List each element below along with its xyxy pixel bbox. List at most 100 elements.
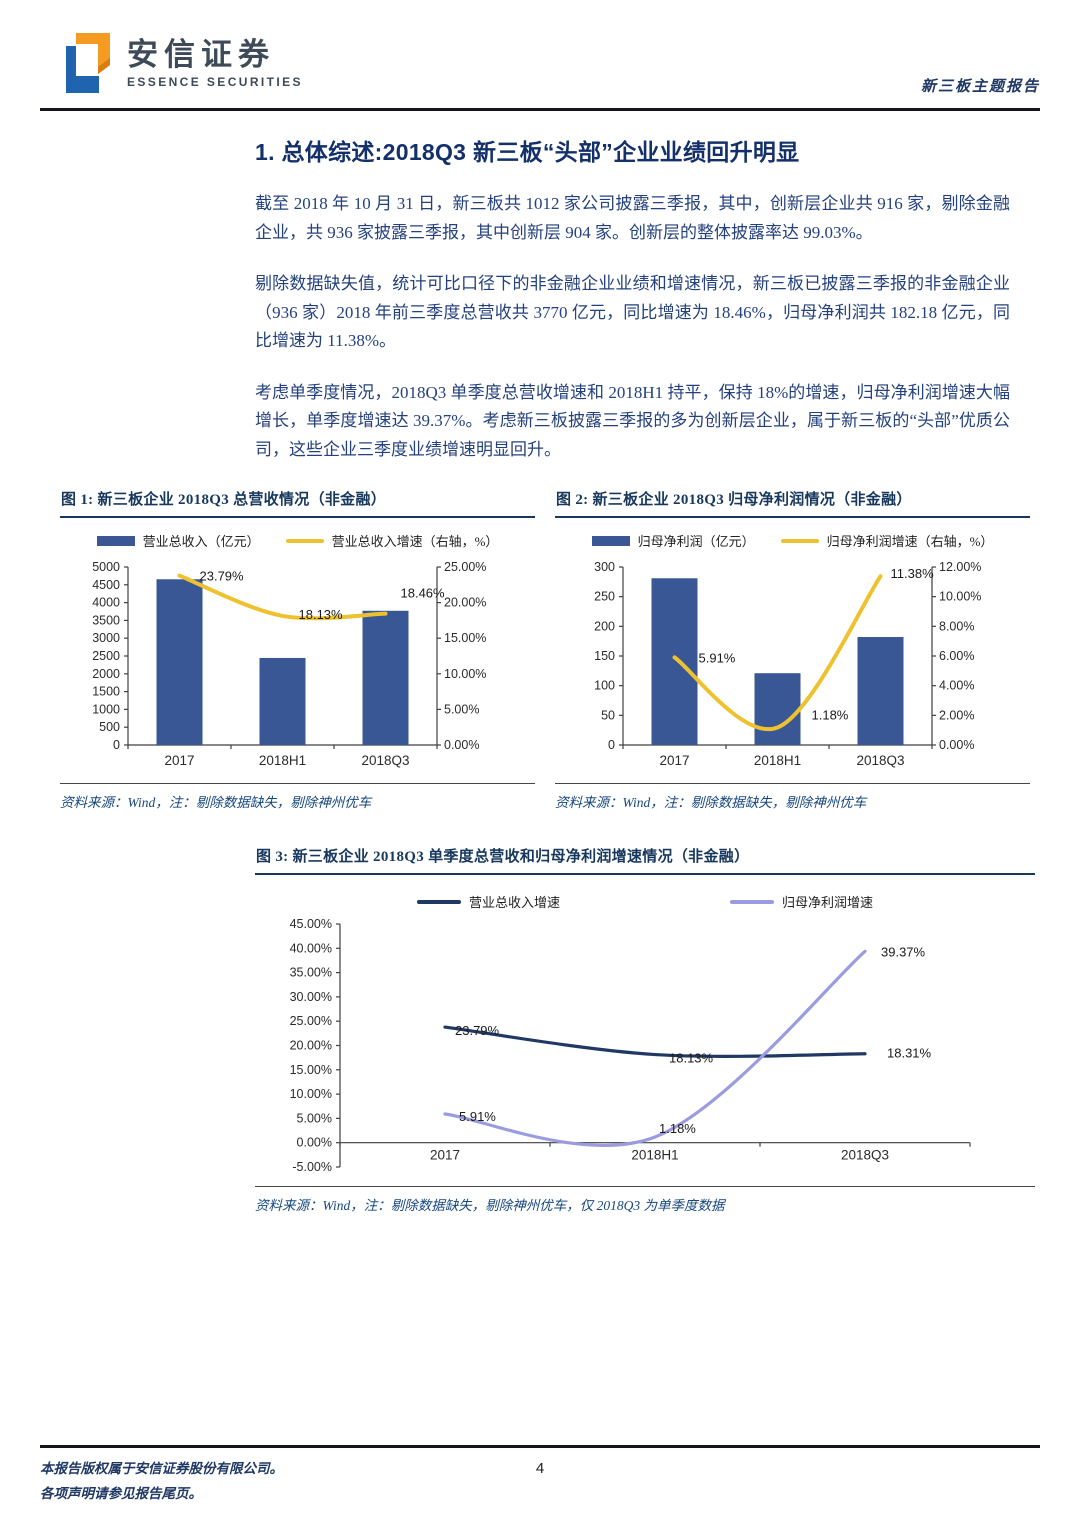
svg-text:2018Q3: 2018Q3	[856, 753, 904, 768]
svg-text:5000: 5000	[92, 560, 120, 574]
svg-text:25.00%: 25.00%	[444, 560, 486, 574]
svg-text:0: 0	[608, 738, 615, 752]
essence-securities-logo-icon	[62, 32, 114, 99]
svg-text:20.00%: 20.00%	[444, 596, 486, 610]
svg-text:20.00%: 20.00%	[290, 1039, 332, 1053]
svg-text:2017: 2017	[659, 753, 689, 768]
growth-line	[177, 573, 388, 621]
svg-text:1500: 1500	[92, 685, 120, 699]
growth-rate-line-chart: 45.00% 40.00% 35.00% 30.00% 25.00% 20.00% 15.0…	[290, 917, 971, 1174]
svg-text:30.00%: 30.00%	[290, 990, 332, 1004]
bar	[156, 579, 203, 746]
svg-text:2017: 2017	[430, 1148, 460, 1163]
bar	[362, 611, 409, 746]
svg-text:18.13%: 18.13%	[669, 1051, 714, 1066]
svg-text:12.00%: 12.00%	[939, 560, 981, 574]
svg-text:10.00%: 10.00%	[290, 1087, 332, 1101]
svg-text:2018H1: 2018H1	[259, 753, 306, 768]
svg-text:5.91%: 5.91%	[699, 651, 736, 666]
svg-text:2.00%: 2.00%	[939, 709, 974, 723]
growth-line	[672, 574, 883, 732]
footer-copyright: 本报告版权属于安信证券股份有限公司。	[40, 1461, 283, 1476]
navy-line-legend-swatch	[416, 900, 461, 904]
svg-text:25.00%: 25.00%	[290, 1015, 332, 1029]
legend-label: 营业总收入（亿元）	[142, 534, 260, 550]
net-profit-combo-chart: 300 250 200 150 100 50 0 12.00% 10.00% 8.00% 6.00%…	[594, 560, 981, 768]
svg-text:2500: 2500	[92, 649, 120, 663]
footer-disclaimer: 各项声明请参见报告尾页。	[40, 1485, 202, 1501]
page-number: 4	[535, 1460, 545, 1477]
series-line	[443, 950, 867, 1148]
revenue-combo-chart: 5000450040003500300025002000150010005000…	[92, 560, 486, 768]
bar-legend-swatch	[96, 535, 135, 546]
svg-text:18.46%: 18.46%	[401, 586, 446, 601]
figure-1: 图 1: 新三板企业 2018Q3 总营收情况（非金融） 营业总收入（亿元） 营…	[60, 488, 535, 811]
paragraph-3: 考虑单季度情况，2018Q3 单季度总营收增速和 2018H1 持平，保持 18…	[255, 382, 1010, 459]
svg-text:2018H1: 2018H1	[754, 753, 801, 768]
svg-text:3500: 3500	[92, 614, 120, 628]
svg-text:5.91%: 5.91%	[459, 1109, 496, 1124]
svg-text:3000: 3000	[92, 632, 120, 646]
brand-name-cn: 安信证券	[127, 37, 275, 72]
article: 1. 总体综述:2018Q3 新三板“头部”企业业绩回升明显 截至 2018 年…	[255, 133, 1010, 464]
figure-3: 图 3: 新三板企业 2018Q3 单季度总营收和归母净利润增速情况（非金融） …	[255, 845, 1035, 1214]
svg-text:300: 300	[594, 560, 615, 574]
legend-label: 营业总收入增速（右轴，%）	[331, 534, 499, 550]
svg-text:23.79%: 23.79%	[200, 569, 245, 584]
svg-text:0.00%: 0.00%	[297, 1136, 332, 1150]
brand-name-en: ESSENCE SECURITIES	[127, 75, 303, 90]
legend-label: 营业总收入增速	[468, 895, 560, 911]
figure-1-source: 资料来源：Wind，注：剔除数据缺失，剔除神州优车	[60, 783, 535, 811]
paragraph-1: 截至 2018 年 10 月 31 日，新三板共 1012 家公司披露三季报，其…	[255, 194, 1010, 242]
svg-text:4.00%: 4.00%	[939, 679, 974, 693]
svg-text:4500: 4500	[92, 578, 120, 592]
svg-text:10.00%: 10.00%	[939, 590, 981, 604]
svg-text:23.79%: 23.79%	[455, 1023, 500, 1038]
svg-text:1.18%: 1.18%	[812, 708, 849, 723]
series-line	[443, 1025, 867, 1059]
brand-block: 安信证券 ESSENCE SECURITIES	[62, 32, 303, 99]
svg-text:200: 200	[594, 620, 615, 634]
figure-2: 图 2: 新三板企业 2018Q3 归母净利润情况（非金融） 归母净利润（亿元）…	[555, 488, 1030, 811]
figure-row: 图 1: 新三板企业 2018Q3 总营收情况（非金融） 营业总收入（亿元） 营…	[60, 488, 1035, 811]
svg-text:0: 0	[113, 738, 120, 752]
svg-text:-5.00%: -5.00%	[292, 1160, 332, 1174]
section-title: 1. 总体综述:2018Q3 新三板“头部”企业业绩回升明显	[255, 139, 800, 165]
purple-line-legend-swatch	[730, 900, 774, 904]
svg-text:11.38%: 11.38%	[891, 567, 935, 582]
svg-text:500: 500	[99, 721, 120, 735]
svg-text:0.00%: 0.00%	[444, 738, 479, 752]
legend-label: 归母净利润增速	[782, 895, 874, 911]
figure-3-title: 图 3: 新三板企业 2018Q3 单季度总营收和归母净利润增速情况（非金融）	[255, 845, 1035, 876]
legend-label: 归母净利润（亿元）	[637, 534, 755, 550]
line-legend-swatch	[285, 538, 324, 543]
page-header: 安信证券 ESSENCE SECURITIES 新三板主题报告	[0, 0, 1080, 111]
svg-text:35.00%: 35.00%	[290, 966, 332, 980]
svg-text:18.13%: 18.13%	[299, 607, 344, 622]
svg-text:50: 50	[601, 709, 615, 723]
bar-legend-swatch	[591, 535, 630, 546]
svg-text:100: 100	[594, 679, 615, 693]
report-type-label: 新三板主题报告	[920, 79, 1040, 95]
svg-text:15.00%: 15.00%	[290, 1063, 332, 1077]
svg-text:5.00%: 5.00%	[444, 703, 479, 717]
svg-text:40.00%: 40.00%	[290, 942, 332, 956]
svg-text:5.00%: 5.00%	[297, 1112, 332, 1126]
figure-1-legend: 营业总收入（亿元） 营业总收入增速（右轴，%）	[60, 531, 535, 550]
svg-text:150: 150	[594, 649, 615, 663]
bar	[651, 578, 698, 746]
svg-text:1000: 1000	[92, 703, 120, 717]
paragraph-2: 剔除数据缺失值，统计可比口径下的非金融企业业绩和增速情况，新三板已披露三季报的非…	[255, 274, 1010, 351]
svg-text:2018H1: 2018H1	[631, 1148, 678, 1163]
svg-text:15.00%: 15.00%	[444, 632, 486, 646]
line-legend-swatch	[780, 538, 819, 543]
svg-text:0.00%: 0.00%	[939, 738, 974, 752]
figure-2-legend: 归母净利润（亿元） 归母净利润增速（右轴，%）	[555, 531, 1030, 550]
figure-2-title: 图 2: 新三板企业 2018Q3 归母净利润情况（非金融）	[555, 488, 1030, 519]
figure-3-source: 资料来源：Wind，注：剔除数据缺失，剔除神州优车，仅 2018Q3 为单季度数…	[255, 1186, 1035, 1214]
bar	[259, 658, 306, 746]
svg-text:2017: 2017	[164, 753, 194, 768]
svg-text:8.00%: 8.00%	[939, 620, 974, 634]
svg-text:4000: 4000	[92, 596, 120, 610]
